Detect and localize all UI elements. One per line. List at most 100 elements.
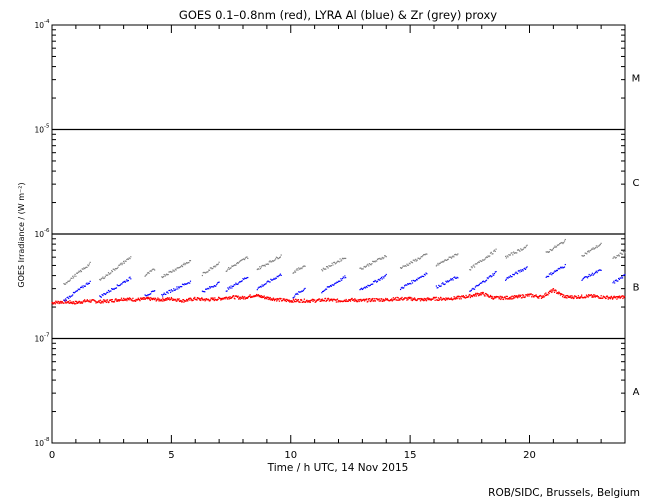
goes-point bbox=[196, 297, 199, 299]
lyra-al-point bbox=[238, 281, 240, 284]
goes-point bbox=[578, 296, 580, 299]
goes-point bbox=[89, 299, 91, 301]
lyra-al-point bbox=[491, 275, 493, 277]
lyra-al-point bbox=[179, 285, 181, 288]
goes-point bbox=[373, 298, 376, 300]
lyra-al-point bbox=[555, 269, 558, 271]
lyra-al-point bbox=[401, 286, 403, 288]
lyra-al-point bbox=[419, 276, 422, 278]
lyra-al-point bbox=[84, 285, 86, 287]
lyra-al-point bbox=[409, 282, 411, 284]
lyra-zr-point bbox=[622, 250, 625, 253]
lyra-al-point bbox=[123, 281, 125, 283]
goes-point bbox=[248, 295, 251, 297]
lyra-zr-point bbox=[275, 258, 277, 260]
goes-point bbox=[584, 296, 586, 298]
goes-point bbox=[467, 296, 469, 298]
lyra-zr-point bbox=[216, 263, 218, 266]
goes-point bbox=[515, 295, 517, 297]
lyra-zr-point bbox=[587, 250, 589, 252]
lyra-zr-point bbox=[72, 277, 75, 279]
lyra-al-point bbox=[595, 270, 597, 272]
goes-point bbox=[477, 295, 480, 297]
lyra-zr-point bbox=[148, 272, 150, 274]
lyra-al-point bbox=[338, 280, 340, 282]
goes-point bbox=[176, 298, 179, 300]
lyra-al-point bbox=[242, 278, 244, 280]
goes-point bbox=[228, 296, 230, 299]
lyra-zr-point bbox=[481, 259, 484, 261]
lyra-al-point bbox=[473, 288, 476, 290]
goes-point bbox=[127, 297, 130, 300]
lyra-zr-point bbox=[449, 256, 451, 258]
goes-point bbox=[285, 300, 288, 303]
goes-point bbox=[81, 302, 84, 304]
lyra-zr-point bbox=[405, 265, 407, 267]
lyra-al-point bbox=[302, 290, 304, 292]
goes-point bbox=[110, 299, 112, 301]
lyra-zr-point bbox=[110, 272, 112, 274]
lyra-al-point bbox=[512, 273, 515, 276]
goes-point bbox=[419, 300, 422, 302]
lyra-al-point bbox=[616, 280, 618, 282]
lyra-al-point bbox=[328, 286, 330, 288]
lyra-zr-point bbox=[506, 255, 508, 257]
lyra-al-point bbox=[119, 284, 122, 286]
lyra-al-point bbox=[321, 290, 324, 293]
lyra-zr-point bbox=[261, 265, 263, 267]
goes-point bbox=[180, 300, 182, 302]
goes-point bbox=[500, 297, 502, 299]
lyra-zr-point bbox=[512, 254, 514, 256]
goes-point bbox=[531, 296, 533, 298]
lyra-zr-point bbox=[489, 252, 492, 254]
goes-point bbox=[527, 293, 530, 296]
lyra-al-point bbox=[371, 283, 373, 285]
goes-point bbox=[612, 297, 614, 299]
lyra-al-point bbox=[405, 284, 407, 286]
goes-point bbox=[516, 297, 519, 299]
lyra-al-point bbox=[594, 272, 596, 274]
goes-point bbox=[295, 300, 297, 303]
lyra-zr-point bbox=[477, 261, 480, 263]
goes-point bbox=[353, 298, 355, 301]
lyra-zr-point bbox=[447, 258, 449, 260]
goes-point bbox=[303, 300, 305, 303]
goes-point bbox=[146, 296, 148, 299]
lyra-zr-point bbox=[507, 256, 509, 258]
goes-point bbox=[257, 294, 259, 296]
goes-point bbox=[371, 298, 373, 301]
lyra-al-point bbox=[115, 287, 117, 289]
goes-point bbox=[609, 297, 612, 300]
lyra-zr-point bbox=[123, 262, 126, 264]
flare-class-label: C bbox=[633, 178, 640, 189]
goes-point bbox=[182, 298, 185, 301]
goes-point bbox=[455, 296, 457, 298]
lyra-zr-point bbox=[345, 257, 347, 260]
lyra-al-point bbox=[76, 290, 79, 292]
goes-point bbox=[397, 299, 399, 301]
lyra-al-point bbox=[173, 289, 176, 291]
goes-point bbox=[260, 296, 262, 298]
goes-point bbox=[514, 296, 516, 299]
lyra-zr-point bbox=[214, 266, 216, 268]
goes-point bbox=[158, 300, 160, 302]
lyra-al-point bbox=[359, 289, 361, 291]
goes-point bbox=[292, 301, 294, 303]
goes-point bbox=[454, 298, 456, 300]
lyra-al-point bbox=[449, 279, 451, 281]
lyra-al-point bbox=[268, 281, 270, 283]
goes-point bbox=[350, 298, 352, 301]
lyra-zr-point bbox=[442, 260, 444, 263]
lyra-al-point bbox=[454, 277, 457, 279]
lyra-zr-point bbox=[374, 261, 376, 263]
lyra-zr-point bbox=[259, 266, 261, 268]
lyra-al-point bbox=[563, 266, 565, 269]
goes-point bbox=[157, 297, 159, 299]
goes-point bbox=[144, 298, 147, 300]
goes-point bbox=[522, 294, 525, 296]
goes-point bbox=[385, 297, 387, 300]
lyra-al-point bbox=[624, 274, 626, 276]
lyra-al-point bbox=[170, 289, 172, 291]
lyra-al-point bbox=[411, 280, 413, 282]
lyra-zr-point bbox=[373, 260, 375, 262]
